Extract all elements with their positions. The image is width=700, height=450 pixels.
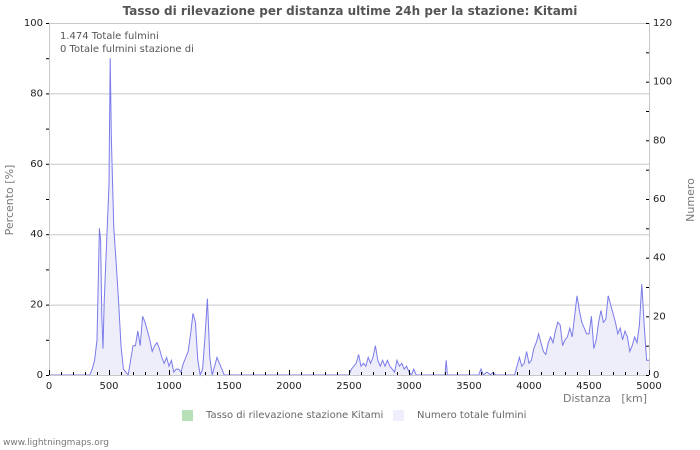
x-axis-title: Distanza [km] [563,392,647,405]
legend-swatch-total-strikes [393,410,404,421]
y-left-tick-label: 40 [30,229,43,240]
summary-info: 1.474 Totale fulmini 0 Totale fulmini st… [60,30,194,56]
y-right-tick-label: 60 [653,194,666,205]
chart-title: Tasso di rilevazione per distanza ultime… [122,4,578,18]
x-tick-label: 2500 [336,381,361,392]
x-tick-label: 4000 [516,381,541,392]
series-line [49,58,649,377]
y-right-tick-label: 0 [653,370,659,381]
total-strikes-text: 1.474 Totale fulmini [60,31,159,42]
series-total-strikes [49,58,649,377]
y-left-tick-label: 60 [30,159,43,170]
y-left-tick-label: 0 [37,370,43,381]
legend-item-detection-rate: Tasso di rilevazione stazione Kitami [182,410,383,421]
y-left-tick-label: 80 [30,88,43,99]
x-tick-label: 0 [46,381,52,392]
y-right-tick-label: 100 [653,77,672,88]
x-tick-label: 3000 [396,381,421,392]
legend-label: Numero totale fulmini [417,410,527,421]
x-tick-label: 1000 [156,381,181,392]
x-tick-label: 2000 [276,381,301,392]
y-right-tick-label: 20 [653,311,666,322]
x-axis-ticks: 0 500 1000 1500 2000 2500 3000 3500 4000 4500 5000 [46,370,662,392]
footer-credit: www.lightningmaps.org [3,438,109,448]
legend-label: Tasso di rilevazione stazione Kitami [206,410,384,421]
y-right-axis-title: Numero [684,178,697,222]
legend-item-total-strikes: Numero totale fulmini [393,410,526,421]
axes [49,23,650,376]
y-left-tick-label: 100 [24,18,43,29]
x-tick-label: 4500 [576,381,601,392]
y-left-tick-label: 20 [30,300,43,311]
y-right-axis-ticks: 0 20 40 60 80 100 120 [646,18,672,381]
x-tick-label: 500 [99,381,118,392]
gridlines [49,93,649,306]
station-strikes-text: 0 Totale fulmini stazione di [60,44,194,55]
x-tick-label: 3500 [456,381,481,392]
legend-swatch-detection-rate [182,410,193,421]
y-right-tick-label: 40 [653,253,666,264]
x-tick-label: 1500 [216,381,241,392]
y-left-axis-title: Percento [%] [3,165,16,236]
y-right-tick-label: 120 [653,18,672,29]
y-left-axis-ticks: 0 20 40 60 80 100 [24,18,49,381]
y-right-tick-label: 80 [653,135,666,146]
series-area [49,58,649,375]
x-tick-label: 5000 [636,381,661,392]
